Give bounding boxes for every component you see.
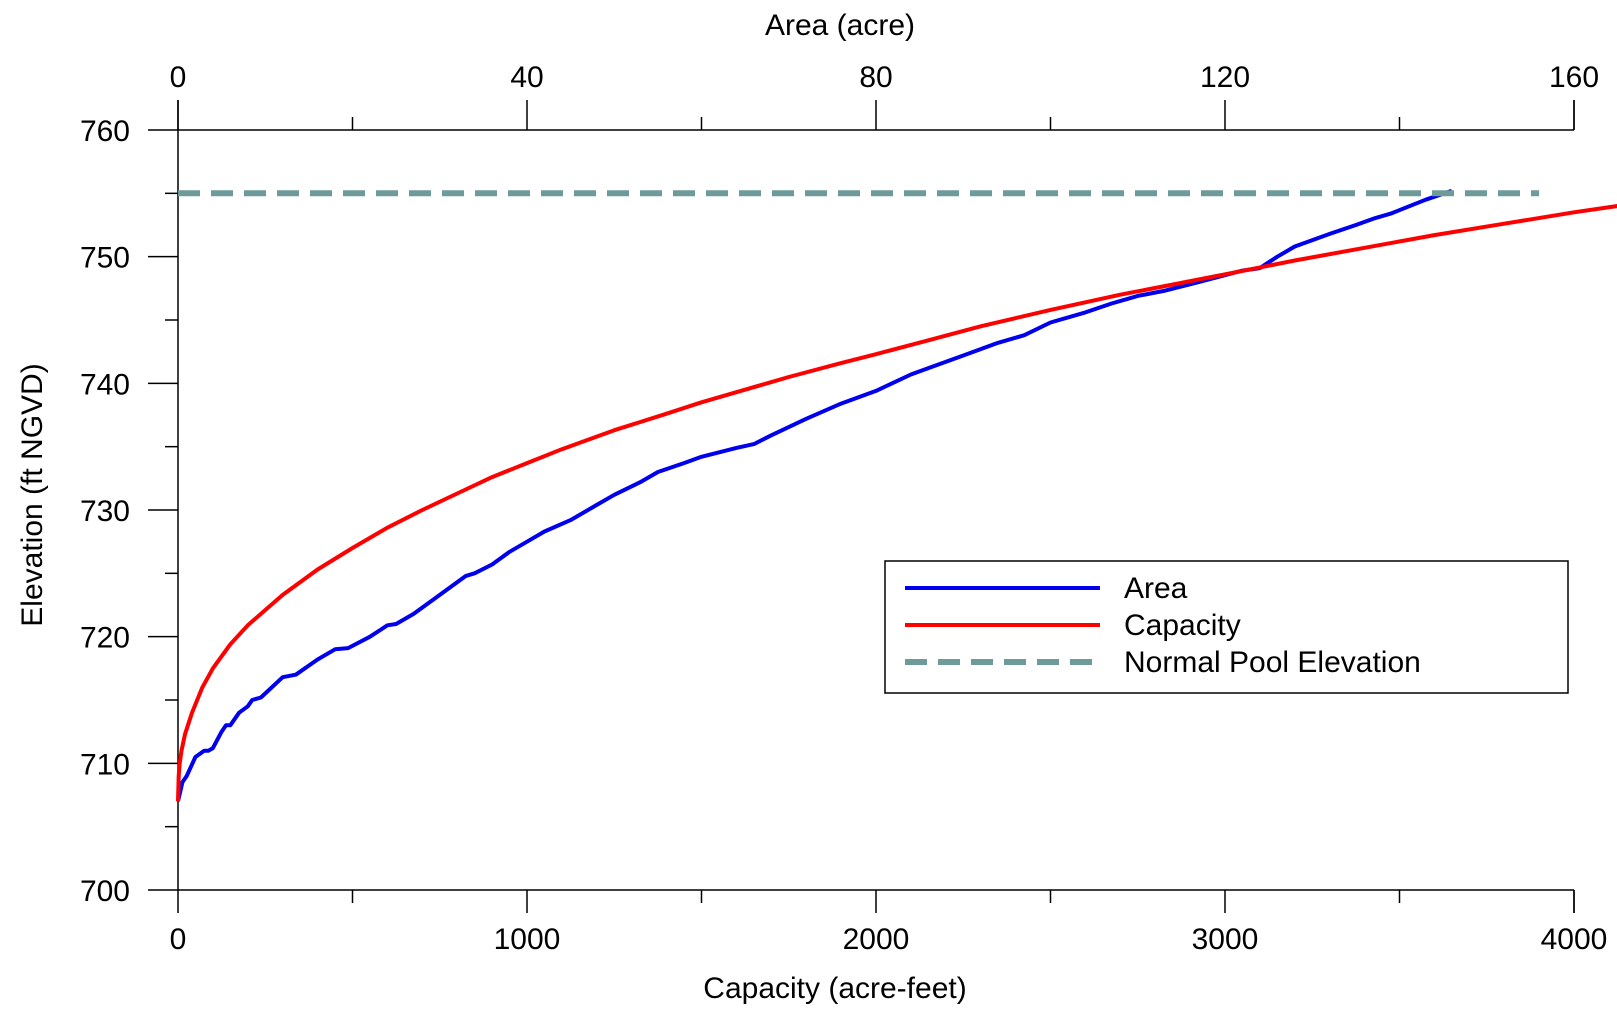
top-tick-label: 0: [170, 61, 187, 94]
left-tick-label: 760: [80, 115, 130, 148]
top-tick-label: 40: [510, 61, 543, 94]
left-tick-label: 740: [80, 368, 130, 401]
left-tick-label: 710: [80, 748, 130, 781]
bottom-tick-label: 0: [170, 923, 187, 956]
left-axis-title: Elevation (ft NGVD): [16, 363, 49, 626]
left-tick-label: 700: [80, 875, 130, 908]
bottom-axis-title: Capacity (acre-feet): [703, 972, 966, 1005]
tick-labels: 0 1000 2000 3000 4000 0 40 80 120 160 700 710 720 730…: [80, 61, 1607, 956]
axes: [148, 100, 1575, 913]
top-tick-label: 80: [859, 61, 892, 94]
series-area-line: [176, 188, 1453, 802]
legend-label-normal-pool: Normal Pool Elevation: [1124, 646, 1421, 679]
bottom-tick-label: 1000: [494, 923, 561, 956]
legend: Area Capacity Normal Pool Elevation: [884, 560, 1569, 694]
bottom-tick-label: 4000: [1541, 923, 1608, 956]
series-capacity-line: [176, 204, 1617, 802]
left-tick-label: 750: [80, 242, 130, 275]
series-layer: [176, 188, 1617, 802]
bottom-tick-label: 3000: [1192, 923, 1259, 956]
top-tick-label: 160: [1549, 61, 1599, 94]
top-axis-title: Area (acre): [765, 9, 915, 42]
bottom-tick-label: 2000: [843, 923, 910, 956]
top-tick-label: 120: [1200, 61, 1250, 94]
left-tick-label: 730: [80, 495, 130, 528]
left-tick-label: 720: [80, 622, 130, 655]
legend-label-area: Area: [1124, 572, 1188, 605]
legend-label-capacity: Capacity: [1124, 609, 1241, 642]
